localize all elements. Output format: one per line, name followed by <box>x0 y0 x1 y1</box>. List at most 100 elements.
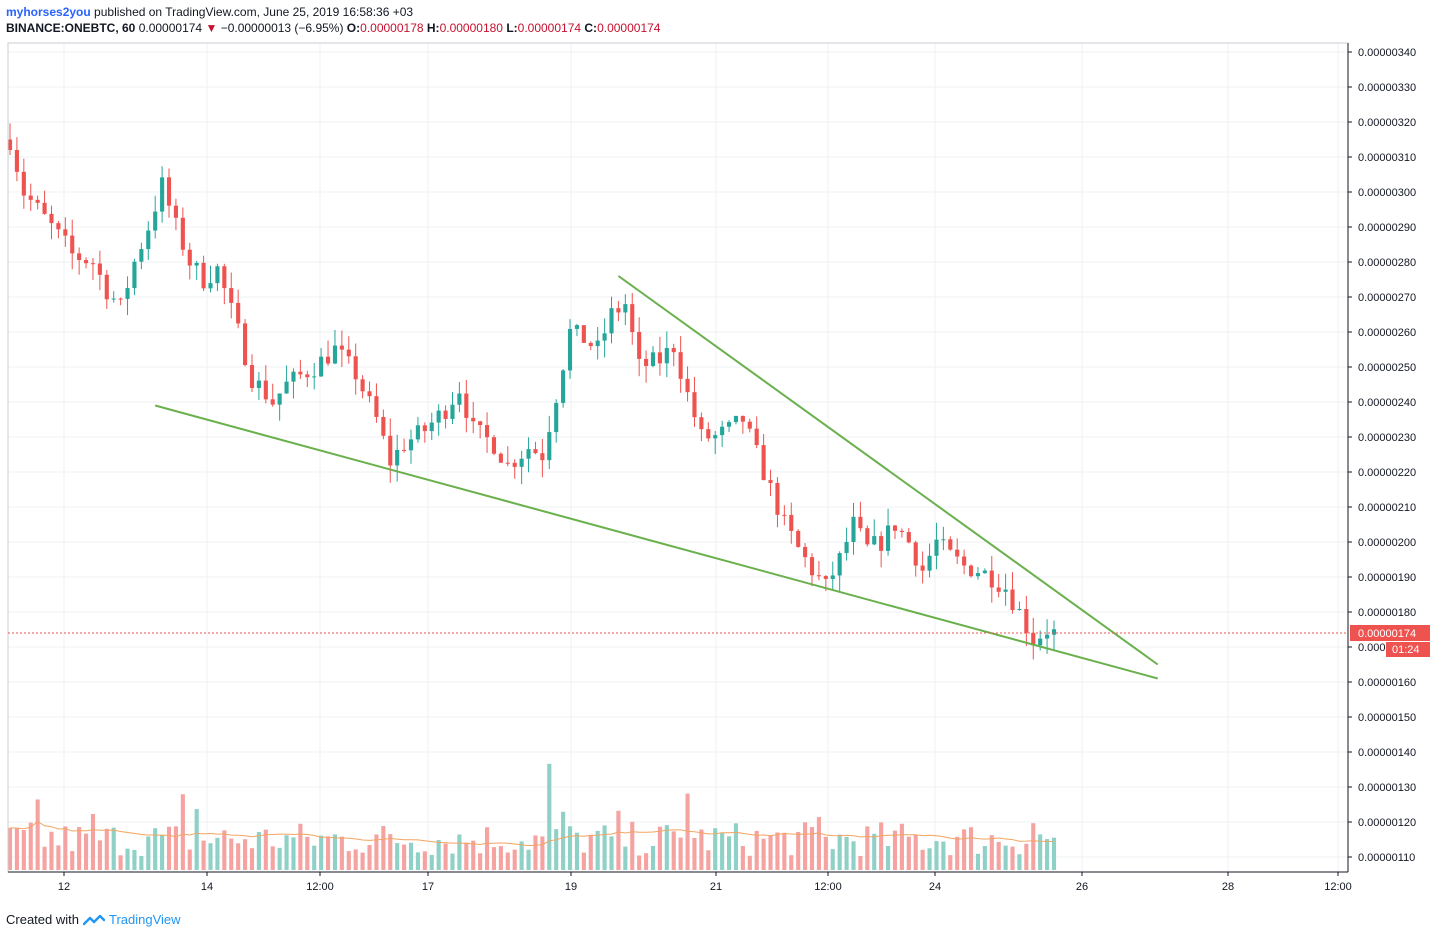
candle-down <box>77 253 82 261</box>
x-tick-label: 24 <box>929 881 941 893</box>
volume-bar <box>160 834 165 870</box>
candle-up <box>208 283 213 289</box>
candle-down <box>540 453 545 461</box>
volume-bar <box>706 850 711 870</box>
candle-up <box>872 536 877 545</box>
volume-bar <box>733 823 739 870</box>
volume-bar <box>14 828 19 870</box>
volume-bar <box>222 830 227 870</box>
volume-bar <box>588 834 593 870</box>
volume-bar <box>650 845 656 870</box>
candle-up <box>664 348 669 364</box>
candle-up <box>284 381 289 394</box>
volume-bar <box>491 847 497 870</box>
volume-bar <box>146 836 151 870</box>
candle-up <box>851 516 856 542</box>
candle-down <box>678 352 683 379</box>
volume-bar <box>747 855 752 870</box>
candle-down <box>588 342 593 347</box>
candle-up <box>256 380 261 388</box>
candle-down <box>478 421 483 426</box>
candle-down <box>166 177 172 206</box>
author-link[interactable]: myhorses2you <box>6 5 91 19</box>
candle-down <box>913 542 918 566</box>
candle-down <box>360 379 365 392</box>
volume-bar <box>816 817 821 870</box>
candle-down <box>1010 589 1015 611</box>
volume-bar <box>408 842 414 870</box>
candle-down <box>201 262 206 289</box>
volume-bar <box>754 830 759 870</box>
price-axis[interactable]: 0.00000340 0.00000330 0.00000320 0.00000310… <box>1348 47 1416 864</box>
candle-up <box>429 422 434 432</box>
candle-up <box>519 458 524 467</box>
time-axis[interactable]: 12 14 12:00 17 19 21 12:00 24 26 28 12:00 <box>58 872 1352 893</box>
trendline-resistance <box>617 275 1159 666</box>
candle-down <box>229 288 234 303</box>
candle-up <box>941 539 946 541</box>
trendline-support <box>154 404 1158 680</box>
volume-bar <box>989 835 994 870</box>
volume-bar <box>187 849 192 870</box>
volume-bar <box>429 854 434 870</box>
candle-up <box>830 575 835 579</box>
y-tick-label: 0.00000270 <box>1358 292 1416 304</box>
volume-bar <box>180 794 185 870</box>
candle-up <box>457 393 462 405</box>
candle-down <box>346 349 351 357</box>
volume-bar <box>768 835 773 870</box>
volume-bar <box>332 834 338 870</box>
candle-down <box>740 415 745 422</box>
candle-down <box>789 514 794 531</box>
candle-down <box>443 410 448 419</box>
candle-down <box>616 308 621 313</box>
volume-bar <box>796 831 801 870</box>
candle-down <box>118 298 123 300</box>
candle-up <box>319 356 324 377</box>
y-tick-label: 0.00000140 <box>1358 747 1416 759</box>
volume-bar <box>436 840 441 870</box>
trendlines[interactable] <box>154 275 1159 680</box>
volume-bar <box>644 853 649 870</box>
volume-bar <box>125 848 130 870</box>
candle-down <box>671 348 676 353</box>
tradingview-brand[interactable]: TradingView <box>108 912 181 927</box>
candle-up <box>934 539 939 556</box>
volume-bar <box>56 845 61 870</box>
volume-bar <box>374 834 379 870</box>
volume-bar <box>512 849 517 870</box>
volume-bar <box>962 829 967 870</box>
volume-bar <box>934 841 939 870</box>
volume-bar <box>761 838 766 870</box>
y-tick-label: 0.00000190 <box>1358 572 1416 584</box>
chart-grid <box>8 43 1348 872</box>
candle-up <box>450 404 455 419</box>
candle-down <box>644 358 649 366</box>
symbol-label[interactable]: BINANCE:ONEBTC, 60 <box>6 21 136 35</box>
volume-bar <box>21 830 26 870</box>
footer: Created with TradingView <box>6 912 181 927</box>
volume-bar <box>325 836 331 870</box>
volume-bar <box>948 855 953 870</box>
tradingview-logo-icon <box>82 914 105 925</box>
volume-bar <box>111 827 116 870</box>
candle-up <box>650 352 656 366</box>
candle-down <box>222 266 227 289</box>
last-price-tag-label: 0.00000174 <box>1358 628 1416 640</box>
down-arrow-icon: ▼ <box>205 21 218 35</box>
candle-down <box>754 428 759 446</box>
volume-bar <box>782 832 787 870</box>
volume-bar <box>533 835 538 870</box>
candle-down <box>270 399 275 405</box>
volume-bar <box>208 843 213 870</box>
candle-down <box>512 462 517 467</box>
volume-bar <box>505 852 510 870</box>
y-tick-label: 0.00000110 <box>1358 852 1415 864</box>
x-tick-label: 21 <box>710 881 722 893</box>
candle-down <box>823 576 828 579</box>
y-tick-label: 0.00000130 <box>1358 782 1416 794</box>
volume-bar <box>823 836 828 870</box>
volume-bar <box>194 809 199 870</box>
candle-down <box>305 374 310 378</box>
